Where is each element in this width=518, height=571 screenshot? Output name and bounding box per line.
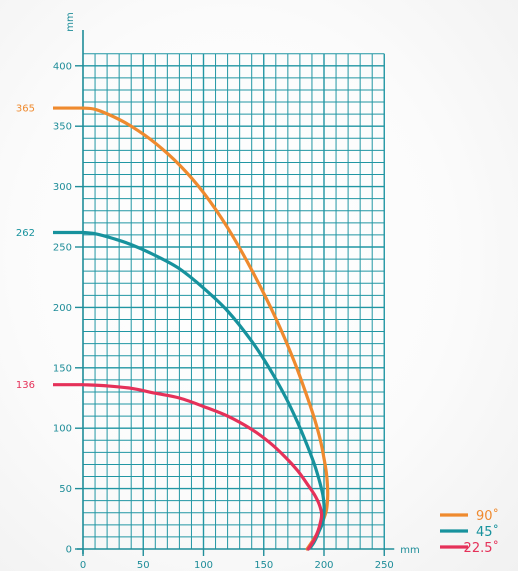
axes	[75, 30, 395, 556]
x-tick-label: 200	[314, 560, 333, 571]
legend-label-90: 90˚	[476, 508, 499, 524]
y-tick-label: 100	[53, 424, 72, 435]
y-tick-label: 400	[53, 61, 72, 72]
peak-markers: 365 262 136	[16, 104, 83, 391]
series-line-22-5	[81, 383, 324, 551]
tick-labels: 0 50 100 150 200 250 300 350 400 0 50 100 150 200 250 m…	[53, 12, 420, 571]
y-axis-label: mm	[65, 12, 76, 31]
peak-label-365: 365	[16, 104, 35, 115]
series-line-45	[81, 230, 326, 551]
peak-label-262: 262	[16, 228, 35, 239]
peak-label-136: 136	[16, 380, 35, 391]
minor-grid	[83, 53, 385, 549]
x-tick-label: 100	[194, 560, 213, 571]
legend-label-22-5: 22.5˚	[464, 540, 499, 556]
y-tick-label: 0	[66, 545, 72, 556]
legend-label-45: 45˚	[476, 524, 499, 540]
x-axis-label: mm	[400, 545, 419, 556]
legend: 90˚45˚22.5˚	[440, 508, 499, 556]
x-tick-label: 50	[137, 560, 150, 571]
x-tick-label: 250	[375, 560, 394, 571]
y-tick-label: 150	[53, 363, 72, 374]
major-grid	[83, 53, 385, 549]
y-tick-label: 50	[59, 484, 72, 495]
y-tick-label: 350	[53, 122, 72, 133]
x-tick-label: 150	[254, 560, 273, 571]
x-tick-label: 0	[80, 560, 86, 571]
series-line-90	[81, 106, 330, 551]
y-tick-label: 300	[53, 182, 72, 193]
y-tick-label: 250	[53, 243, 72, 254]
data-series	[81, 106, 330, 551]
y-tick-label: 200	[53, 303, 72, 314]
